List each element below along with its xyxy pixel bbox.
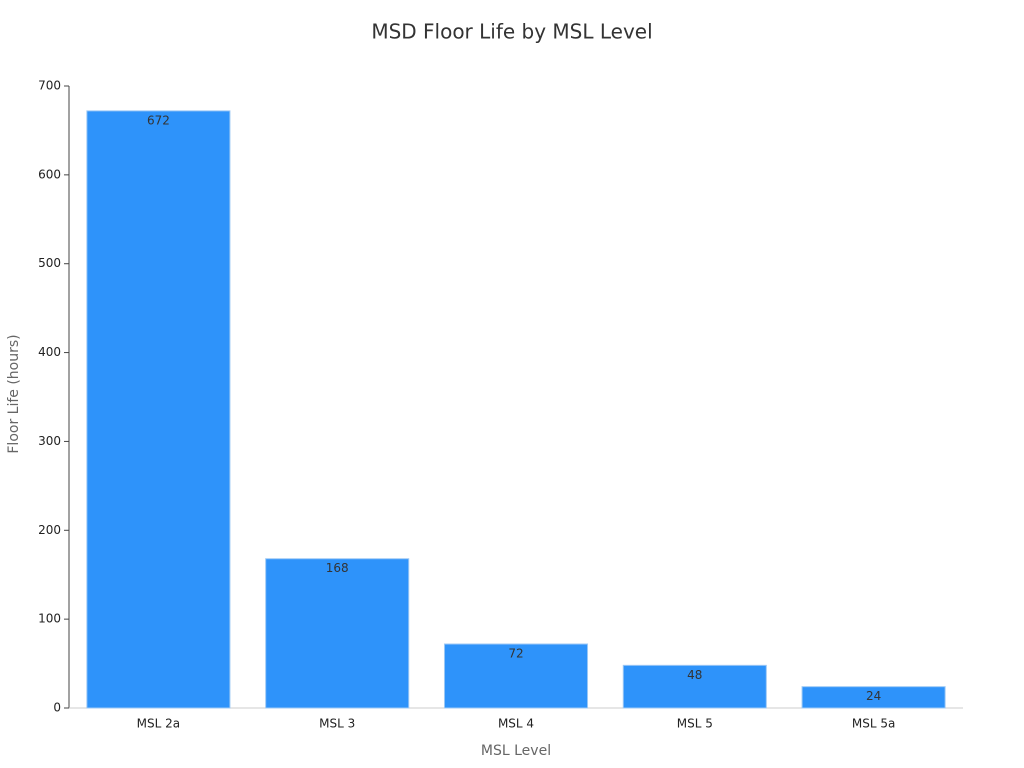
bar <box>265 558 410 709</box>
x-tick-label: MSL 2a <box>137 717 180 731</box>
y-tick-label: 200 <box>38 523 61 537</box>
y-tick-label: 500 <box>38 256 61 270</box>
y-tick-label: 0 <box>53 701 61 715</box>
x-tick-label: MSL 4 <box>498 717 534 731</box>
y-tick-label: 100 <box>38 612 61 626</box>
bar <box>801 686 946 709</box>
data-label: 672 <box>147 113 170 127</box>
data-label: 48 <box>687 668 702 682</box>
x-tick-label: MSL 3 <box>319 717 355 731</box>
x-tick-label: MSL 5a <box>852 717 895 731</box>
y-tick-label: 600 <box>38 167 61 181</box>
data-label: 168 <box>326 561 349 575</box>
bar <box>443 643 589 709</box>
y-tick-label: 400 <box>38 345 61 359</box>
x-tick-label: MSL 5 <box>677 717 713 731</box>
data-label: 24 <box>866 689 881 703</box>
y-axis-label: Floor Life (hours) <box>6 334 22 453</box>
bar <box>622 664 767 709</box>
chart-title: MSD Floor Life by MSL Level <box>371 20 652 44</box>
x-axis-label: MSL Level <box>481 743 551 759</box>
y-tick-label: 700 <box>38 79 61 93</box>
y-tick-label: 300 <box>38 434 61 448</box>
bar <box>86 110 231 709</box>
data-label: 72 <box>508 647 523 661</box>
